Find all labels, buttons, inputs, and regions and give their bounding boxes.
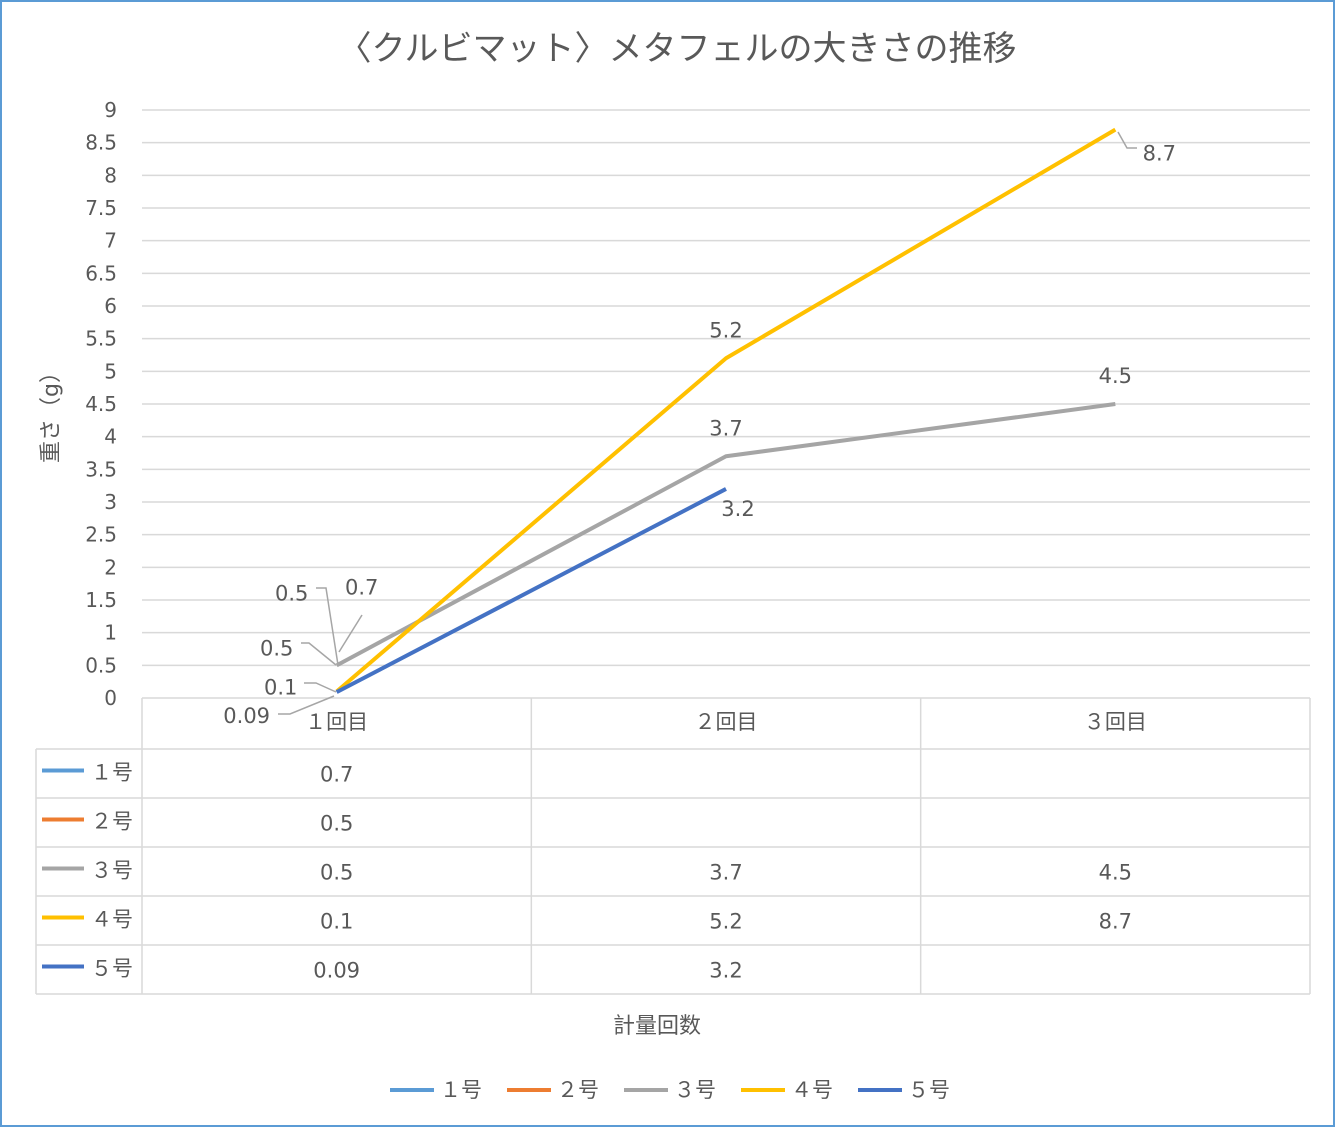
table-cell: 8.7 [1099,910,1132,934]
data-label: 0.5 [260,636,293,660]
data-label: 4.5 [1099,364,1132,388]
data-label: 3.2 [721,497,754,521]
x-category-label: ３回目 [1084,710,1147,734]
series-line-4 [335,127,1117,693]
y-tick-label: 9 [104,98,117,122]
y-tick-label: 8 [104,163,117,187]
table-cell: 3.7 [709,861,742,885]
chart-title: 〈クルビマット〉メタフェルの大きさの推移 [338,29,1017,69]
legend-label: ４号 [791,1078,833,1102]
data-label: 0.5 [275,581,308,605]
table-cell: 4.5 [1099,861,1132,885]
leader-line [338,614,363,653]
table-series-name: ４号 [91,908,133,932]
y-axis-title: 重さ（g） [39,361,64,463]
table-cell: 0.5 [320,812,353,836]
y-tick-label: 4 [104,425,117,449]
leader-line [316,587,339,666]
legend-label: １号 [440,1078,482,1102]
y-tick-label: 6.5 [85,261,117,285]
table-cell: 0.7 [320,763,353,787]
y-tick-label: 8.5 [85,131,117,155]
leader-line [1117,131,1137,149]
y-tick-label: 5 [104,359,117,383]
table-series-name: ２号 [91,810,133,834]
table-cell: 5.2 [709,910,742,934]
data-label: 3.7 [709,416,742,440]
y-tick-label: 3 [104,490,117,514]
y-tick-label: 5.5 [85,327,117,351]
y-tick-label: 2.5 [85,523,117,547]
y-tick-label: 1.5 [85,588,117,612]
y-tick-label: 7.5 [85,196,117,220]
x-axis-title: 計量回数 [613,1014,701,1039]
data-label: 0.1 [264,675,297,699]
legend: １号 ２号 ３号 ４号 ５号 [390,1078,950,1102]
y-tick-label: 6 [104,294,117,318]
leader-line [304,682,337,693]
data-label: 8.7 [1143,142,1176,166]
leader-line [301,642,337,666]
legend-label: ３号 [674,1078,716,1102]
series-line-3 [335,402,1116,668]
table-series-name: １号 [91,761,133,785]
y-tick-label: 7 [104,229,117,253]
y-tick-label: 4.5 [85,392,117,416]
series-line-5 [335,487,727,694]
y-tick-label: 1 [104,621,117,645]
table-series-name: ５号 [91,957,133,981]
data-label: 0.09 [223,704,270,728]
y-tick-label: 0 [104,686,117,710]
legend-label: ２号 [557,1078,599,1102]
table-series-name: ３号 [91,859,133,883]
table-cell: 0.5 [320,861,353,885]
y-tick-label: 2 [104,555,117,579]
table-cell: 3.2 [709,959,742,983]
data-label: 5.2 [709,318,742,342]
leader-line [278,695,335,715]
y-tick-label: 3.5 [85,457,117,481]
y-tick-label: 0.5 [85,653,117,677]
legend-label: ５号 [908,1078,950,1102]
table-cell: 0.09 [313,959,360,983]
table-cell: 0.1 [320,910,353,934]
x-category-label: ２回目 [695,710,758,734]
x-category-label: １回目 [305,710,368,734]
data-label: 0.7 [345,575,378,599]
